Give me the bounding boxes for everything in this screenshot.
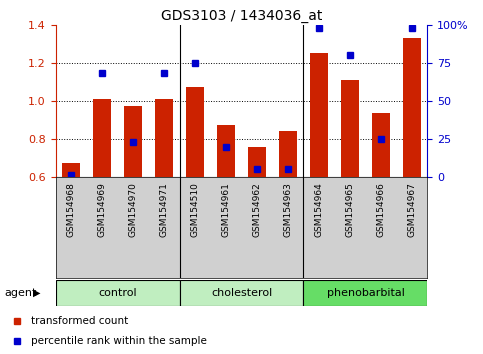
Bar bbox=[124, 105, 142, 177]
Text: GDS3103 / 1434036_at: GDS3103 / 1434036_at bbox=[161, 9, 322, 23]
Bar bbox=[93, 99, 112, 177]
Bar bbox=[155, 99, 173, 177]
Text: GSM154963: GSM154963 bbox=[284, 182, 293, 237]
Text: agent: agent bbox=[5, 288, 37, 298]
Bar bbox=[62, 163, 80, 177]
Bar bbox=[310, 53, 328, 177]
Bar bbox=[186, 87, 204, 177]
Text: control: control bbox=[98, 288, 137, 298]
Bar bbox=[372, 113, 390, 177]
Text: GSM154967: GSM154967 bbox=[408, 182, 416, 237]
Bar bbox=[341, 80, 359, 177]
Text: transformed count: transformed count bbox=[31, 316, 128, 326]
Text: GSM154970: GSM154970 bbox=[128, 182, 138, 237]
Text: GSM154510: GSM154510 bbox=[190, 182, 199, 237]
Bar bbox=[248, 147, 266, 177]
Text: GSM154969: GSM154969 bbox=[98, 182, 107, 237]
Bar bbox=[279, 131, 297, 177]
Text: GSM154961: GSM154961 bbox=[222, 182, 230, 237]
Text: ▶: ▶ bbox=[32, 288, 40, 298]
Text: percentile rank within the sample: percentile rank within the sample bbox=[31, 336, 207, 346]
Text: GSM154964: GSM154964 bbox=[314, 182, 324, 237]
Text: phenobarbital: phenobarbital bbox=[327, 288, 404, 298]
Bar bbox=[217, 125, 235, 177]
Bar bbox=[403, 38, 421, 177]
Bar bbox=[303, 280, 427, 306]
Text: GSM154965: GSM154965 bbox=[345, 182, 355, 237]
Bar bbox=[56, 280, 180, 306]
Text: cholesterol: cholesterol bbox=[211, 288, 272, 298]
Text: GSM154971: GSM154971 bbox=[159, 182, 169, 237]
Text: GSM154966: GSM154966 bbox=[376, 182, 385, 237]
Text: GSM154968: GSM154968 bbox=[67, 182, 75, 237]
Bar bbox=[180, 280, 303, 306]
Text: GSM154962: GSM154962 bbox=[253, 182, 261, 237]
